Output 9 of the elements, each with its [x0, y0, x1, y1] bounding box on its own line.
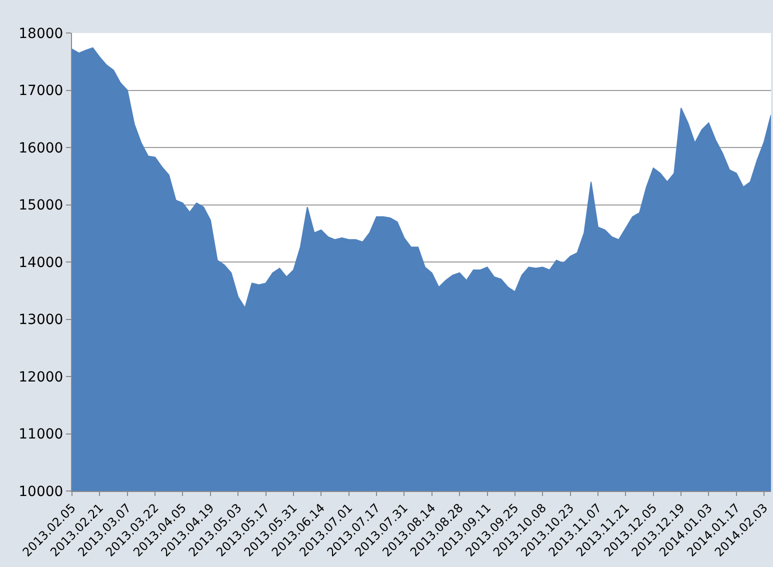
y-tick-label: 15000	[18, 198, 64, 214]
y-tick-label: 18000	[18, 26, 64, 42]
y-tick-label: 17000	[18, 83, 64, 100]
y-tick-label: 12000	[18, 369, 64, 386]
y-tick-label: 16000	[18, 140, 64, 156]
y-tick-label: 14000	[18, 254, 64, 271]
y-tick-label: 10000	[18, 484, 64, 500]
y-tick-label: 11000	[18, 426, 64, 443]
y-tick-label: 13000	[18, 312, 64, 328]
